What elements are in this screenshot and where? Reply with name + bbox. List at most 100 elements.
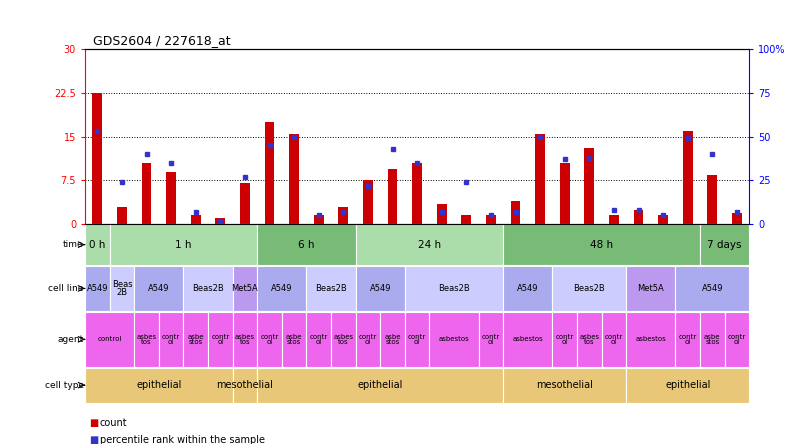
- Text: 7 days: 7 days: [707, 240, 742, 250]
- Bar: [331, 312, 356, 367]
- Bar: [437, 204, 446, 224]
- Bar: [609, 215, 619, 224]
- Text: asbe
stos: asbe stos: [704, 333, 721, 345]
- Bar: [462, 215, 471, 224]
- Text: count: count: [100, 417, 127, 428]
- Bar: [134, 266, 183, 311]
- Bar: [339, 207, 348, 224]
- Bar: [313, 215, 324, 224]
- Text: asbestos: asbestos: [636, 337, 666, 342]
- Text: contr
ol: contr ol: [261, 333, 279, 345]
- Bar: [208, 312, 232, 367]
- Bar: [725, 312, 749, 367]
- Text: ■: ■: [89, 435, 98, 444]
- Text: asbes
tos: asbes tos: [333, 333, 353, 345]
- Bar: [282, 312, 306, 367]
- Bar: [659, 215, 668, 224]
- Text: Met5A: Met5A: [637, 284, 664, 293]
- Bar: [306, 266, 356, 311]
- Bar: [503, 224, 700, 265]
- Bar: [356, 266, 405, 311]
- Bar: [732, 213, 742, 224]
- Text: mesothelial: mesothelial: [536, 380, 593, 390]
- Bar: [134, 312, 159, 367]
- Bar: [560, 163, 569, 224]
- Text: contr
ol: contr ol: [162, 333, 181, 345]
- Bar: [258, 312, 282, 367]
- Text: epithelial: epithelial: [357, 380, 403, 390]
- Bar: [683, 131, 693, 224]
- Text: Met5A: Met5A: [232, 284, 258, 293]
- Text: 0 h: 0 h: [89, 240, 105, 250]
- Text: asbestos: asbestos: [439, 337, 470, 342]
- Bar: [356, 224, 503, 265]
- Bar: [503, 266, 552, 311]
- Bar: [166, 172, 176, 224]
- Bar: [258, 266, 306, 311]
- Text: contr
ol: contr ol: [408, 333, 426, 345]
- Text: contr
ol: contr ol: [482, 333, 500, 345]
- Bar: [633, 210, 643, 224]
- Text: 6 h: 6 h: [298, 240, 315, 250]
- Bar: [232, 312, 258, 367]
- Bar: [676, 312, 700, 367]
- Bar: [429, 312, 479, 367]
- Bar: [289, 134, 299, 224]
- Bar: [117, 207, 127, 224]
- Bar: [306, 312, 331, 367]
- Bar: [240, 183, 249, 224]
- Bar: [85, 368, 232, 403]
- Text: contr
ol: contr ol: [211, 333, 229, 345]
- Bar: [676, 266, 749, 311]
- Text: 24 h: 24 h: [418, 240, 441, 250]
- Text: ■: ■: [89, 417, 98, 428]
- Bar: [363, 180, 373, 224]
- Text: Beas2B: Beas2B: [573, 284, 605, 293]
- Bar: [183, 312, 208, 367]
- Bar: [232, 266, 258, 311]
- Bar: [602, 312, 626, 367]
- Bar: [577, 312, 602, 367]
- Bar: [585, 148, 595, 224]
- Bar: [183, 266, 232, 311]
- Text: asbe
stos: asbe stos: [286, 333, 302, 345]
- Bar: [85, 224, 109, 265]
- Bar: [215, 218, 225, 224]
- Text: A549: A549: [701, 284, 723, 293]
- Text: asbes
tos: asbes tos: [137, 333, 156, 345]
- Text: A549: A549: [517, 284, 539, 293]
- Bar: [552, 266, 626, 311]
- Bar: [626, 368, 749, 403]
- Text: asbes
tos: asbes tos: [235, 333, 255, 345]
- Text: GDS2604 / 227618_at: GDS2604 / 227618_at: [93, 34, 231, 47]
- Text: A549: A549: [271, 284, 292, 293]
- Bar: [405, 266, 503, 311]
- Text: epithelial: epithelial: [136, 380, 181, 390]
- Bar: [356, 312, 380, 367]
- Bar: [405, 312, 429, 367]
- Bar: [142, 163, 151, 224]
- Bar: [85, 312, 134, 367]
- Text: Beas2B: Beas2B: [438, 284, 470, 293]
- Text: A549: A549: [87, 284, 108, 293]
- Bar: [412, 163, 422, 224]
- Bar: [92, 93, 102, 224]
- Bar: [700, 224, 749, 265]
- Bar: [486, 215, 496, 224]
- Text: 1 h: 1 h: [175, 240, 192, 250]
- Text: agent: agent: [58, 335, 83, 344]
- Bar: [535, 134, 545, 224]
- Text: mesothelial: mesothelial: [216, 380, 274, 390]
- Text: time: time: [63, 240, 83, 249]
- Bar: [479, 312, 503, 367]
- Text: Beas2B: Beas2B: [315, 284, 347, 293]
- Text: contr
ol: contr ol: [556, 333, 573, 345]
- Text: contr
ol: contr ol: [605, 333, 623, 345]
- Text: Beas
2B: Beas 2B: [112, 280, 132, 297]
- Bar: [707, 174, 718, 224]
- Text: A549: A549: [369, 284, 391, 293]
- Bar: [626, 312, 676, 367]
- Bar: [388, 169, 398, 224]
- Text: cell type: cell type: [45, 381, 83, 390]
- Text: contr
ol: contr ol: [679, 333, 697, 345]
